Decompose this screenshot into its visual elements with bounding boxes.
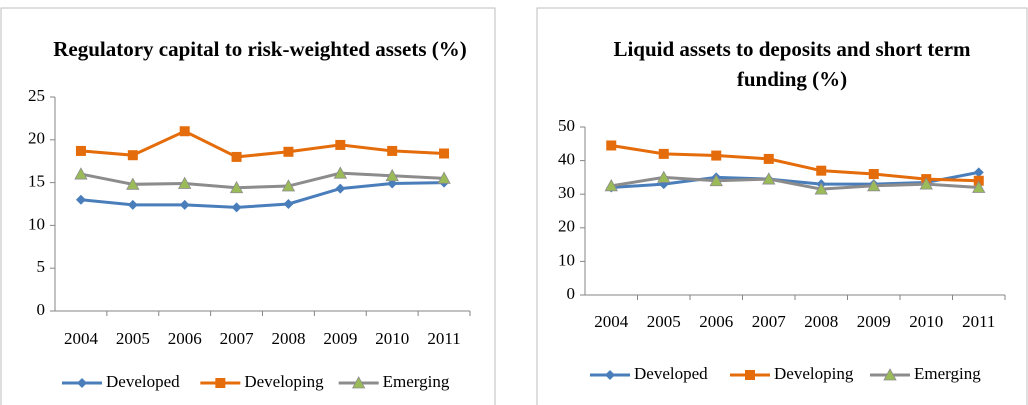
y-tick-label: 30	[558, 183, 575, 202]
y-tick-label: 5	[37, 257, 46, 276]
marker	[745, 370, 755, 380]
y-tick-label: 0	[567, 284, 576, 303]
panel-border	[536, 7, 1028, 405]
marker	[178, 176, 192, 189]
series-line	[80, 171, 445, 190]
series-line	[611, 143, 979, 183]
marker	[179, 126, 190, 137]
marker	[75, 145, 86, 156]
panel-border	[0, 7, 496, 405]
marker	[283, 199, 294, 209]
marker	[657, 170, 671, 183]
x-tick-label: 2010	[909, 312, 943, 331]
legend-label: Developing	[244, 372, 324, 391]
marker	[762, 172, 776, 185]
marker	[973, 167, 984, 178]
x-tick-label: 2011	[427, 329, 460, 348]
x-tick-label: 2005	[116, 329, 150, 348]
marker	[283, 146, 294, 157]
marker	[74, 167, 88, 180]
x-tick-label: 2007	[220, 329, 255, 348]
marker	[179, 199, 190, 210]
x-tick-label: 2011	[962, 312, 995, 331]
marker	[231, 151, 242, 162]
marker	[387, 145, 398, 156]
marker	[229, 180, 244, 194]
series-line	[611, 175, 979, 191]
x-tick-label: 2004	[64, 329, 99, 348]
chart-title: Regulatory capital to risk-weighted asse…	[53, 37, 467, 61]
series-line	[80, 129, 445, 159]
marker	[385, 168, 399, 182]
x-tick-label: 2009	[323, 329, 357, 348]
marker	[333, 166, 347, 179]
marker	[281, 179, 296, 192]
legend-label: Emerging	[383, 372, 450, 391]
marker	[814, 182, 828, 195]
legend-label: Developed	[634, 364, 708, 383]
x-tick-label: 2008	[804, 312, 838, 331]
legend-label: Emerging	[914, 364, 981, 383]
y-tick-label: 0	[37, 300, 46, 319]
marker	[709, 173, 723, 187]
series-line	[80, 181, 445, 209]
marker	[711, 150, 722, 161]
marker	[972, 180, 986, 193]
marker	[919, 177, 933, 190]
series-line	[611, 170, 980, 189]
marker	[658, 148, 669, 159]
y-tick-label: 50	[558, 116, 575, 135]
x-tick-label: 2004	[594, 312, 629, 331]
y-tick-label: 15	[28, 172, 45, 191]
marker	[763, 153, 774, 164]
legend-label: Developed	[106, 372, 180, 391]
chart-title: Liquid assets to deposits and short term…	[613, 37, 971, 91]
y-tick-label: 20	[28, 129, 45, 148]
marker	[77, 378, 87, 388]
marker	[126, 177, 140, 190]
marker	[606, 140, 617, 151]
marker	[75, 194, 86, 205]
marker	[605, 370, 615, 380]
y-tick-label: 40	[558, 150, 575, 169]
y-tick-label: 10	[558, 250, 575, 269]
x-tick-label: 2008	[271, 329, 305, 348]
x-tick-label: 2010	[375, 329, 409, 348]
legend-label: Developing	[774, 364, 854, 383]
marker	[604, 178, 618, 192]
marker	[231, 202, 242, 213]
marker	[868, 169, 879, 180]
x-tick-label: 2007	[752, 312, 787, 331]
marker	[883, 368, 897, 381]
marker	[351, 376, 366, 389]
x-tick-label: 2006	[168, 329, 202, 348]
x-tick-label: 2006	[699, 312, 733, 331]
marker	[335, 139, 346, 150]
x-tick-label: 2005	[647, 312, 681, 331]
marker	[215, 378, 226, 388]
marker	[127, 199, 138, 210]
y-tick-label: 20	[558, 217, 575, 236]
marker	[335, 183, 346, 194]
y-tick-label: 10	[28, 214, 45, 233]
marker	[816, 165, 827, 176]
y-tick-label: 25	[28, 86, 45, 105]
marker	[437, 171, 451, 184]
marker	[867, 178, 881, 192]
marker	[127, 150, 138, 161]
marker	[439, 148, 450, 159]
x-tick-label: 2009	[857, 312, 891, 331]
